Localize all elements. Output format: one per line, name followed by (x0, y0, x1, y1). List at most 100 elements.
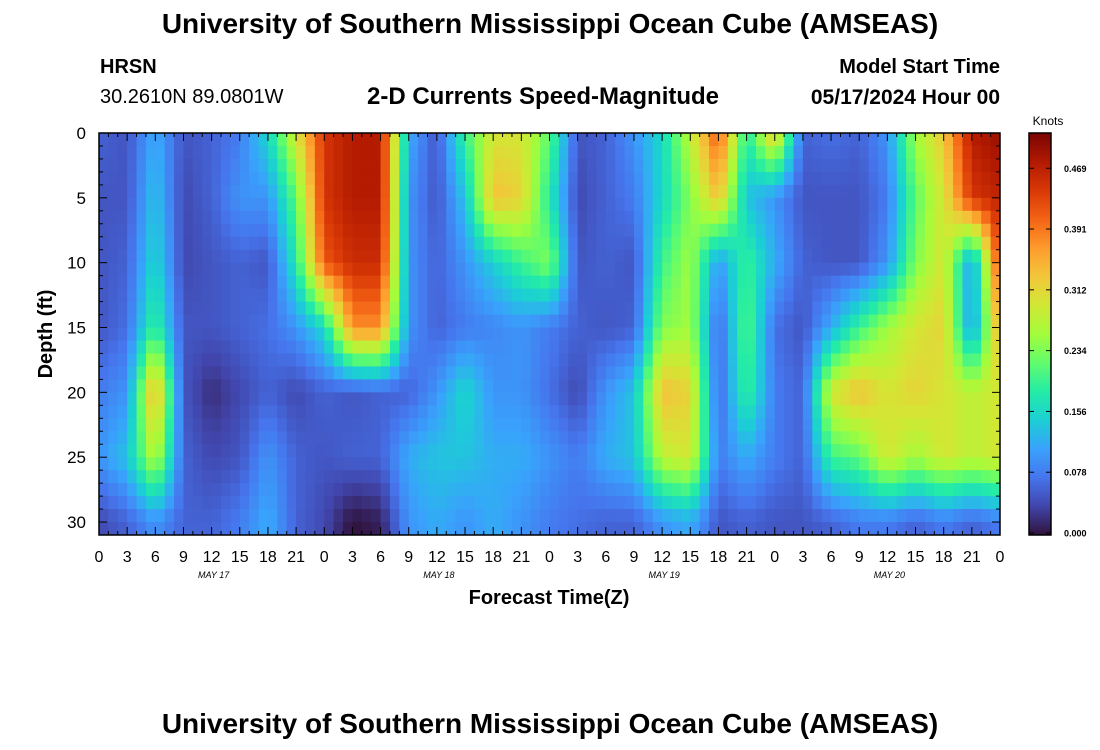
heatmap-cell (662, 509, 673, 523)
heatmap-cell (483, 522, 494, 535)
heatmap-cell (183, 262, 194, 277)
heatmap-cell (305, 340, 316, 355)
heatmap-cell (164, 457, 175, 471)
heatmap-cell (249, 392, 260, 406)
heatmap-cell (868, 431, 879, 445)
heatmap-cell (249, 262, 260, 277)
heatmap-cell (483, 158, 494, 173)
heatmap-cell (746, 145, 757, 160)
y-tick-label: 15 (67, 319, 86, 338)
heatmap-cell (296, 522, 307, 535)
heatmap-cell (324, 327, 335, 342)
heatmap-cell (343, 509, 354, 523)
heatmap-cell (174, 236, 185, 251)
heatmap-cell (662, 288, 673, 303)
heatmap-cell (784, 431, 795, 445)
heatmap-cell (277, 249, 288, 264)
heatmap-cell (427, 470, 438, 484)
heatmap-cell (164, 392, 175, 406)
heatmap-cell (709, 197, 720, 212)
heatmap-cell (990, 223, 1000, 238)
heatmap-cell (643, 366, 654, 380)
heatmap-cell (380, 496, 391, 510)
heatmap-cell (155, 133, 166, 147)
heatmap-cell (305, 275, 316, 290)
heatmap-cell (727, 197, 738, 212)
heatmap-cell (380, 405, 391, 419)
heatmap-cell (680, 184, 691, 199)
heatmap-cell (793, 314, 804, 329)
heatmap-cell (474, 418, 485, 432)
heatmap-cell (596, 236, 607, 251)
heatmap-cell (427, 158, 438, 173)
heatmap-cell (483, 379, 494, 393)
heatmap-cell (277, 275, 288, 290)
heatmap-cell (408, 327, 419, 342)
heatmap-cell (230, 444, 241, 458)
heatmap-cell (981, 470, 992, 484)
heatmap-cell (155, 509, 166, 523)
heatmap-cell (117, 496, 128, 510)
heatmap-cell (887, 496, 898, 510)
heatmap-cell (859, 197, 870, 212)
heatmap-cell (530, 288, 541, 303)
heatmap-cell (343, 431, 354, 445)
heatmap-cell (587, 288, 598, 303)
heatmap-cell (755, 470, 766, 484)
heatmap-cell (371, 223, 382, 238)
heatmap-cell (793, 470, 804, 484)
heatmap-cell (230, 392, 241, 406)
heatmap-cell (108, 366, 119, 380)
heatmap-cell (887, 249, 898, 264)
heatmap-cell (230, 431, 241, 445)
heatmap-cell (633, 301, 644, 316)
heatmap-cell (587, 133, 598, 147)
heatmap-cell (831, 353, 842, 368)
heatmap-cell (324, 509, 335, 523)
heatmap-cell (155, 158, 166, 173)
heatmap-cell (333, 340, 344, 355)
heatmap-cell (333, 457, 344, 471)
heatmap-cell (615, 145, 626, 160)
x-axis-label: Forecast Time(Z) (469, 587, 630, 609)
x-tick-label: 3 (123, 549, 132, 566)
heatmap-cell (971, 340, 982, 355)
heatmap-cell (474, 327, 485, 342)
heatmap-cell (868, 444, 879, 458)
heatmap-cell (831, 314, 842, 329)
heatmap-cell (605, 249, 616, 264)
heatmap-cell (774, 353, 785, 368)
heatmap-cell (211, 223, 222, 238)
heatmap-cell (971, 301, 982, 316)
heatmap-cell (793, 210, 804, 225)
heatmap-cell (530, 145, 541, 160)
heatmap-cell (127, 496, 138, 510)
heatmap-cell (633, 522, 644, 535)
heatmap-cell (230, 457, 241, 471)
heatmap-cell (108, 327, 119, 342)
x-tick-label: 21 (512, 549, 530, 566)
heatmap-cell (577, 366, 588, 380)
heatmap-cell (915, 197, 926, 212)
heatmap-cell (183, 483, 194, 497)
heatmap-cell (465, 444, 476, 458)
heatmap-cell (821, 158, 832, 173)
heatmap-cell (971, 158, 982, 173)
heatmap-cell (399, 184, 410, 199)
heatmap-cell (267, 249, 278, 264)
heatmap-cell (624, 210, 635, 225)
heatmap-cell (99, 171, 109, 186)
heatmap-cell (718, 483, 729, 497)
heatmap-cell (277, 379, 288, 393)
heatmap-cell (633, 418, 644, 432)
heatmap-cell (399, 470, 410, 484)
heatmap-cell (164, 158, 175, 173)
heatmap-cell (117, 366, 128, 380)
heatmap-cell (859, 522, 870, 535)
heatmap-cell (389, 158, 400, 173)
heatmap-cell (934, 314, 945, 329)
colorbar-label: Knots (1033, 114, 1064, 128)
x-tick-label: 9 (855, 549, 864, 566)
heatmap-cell (239, 314, 250, 329)
heatmap-cell (990, 353, 1000, 368)
